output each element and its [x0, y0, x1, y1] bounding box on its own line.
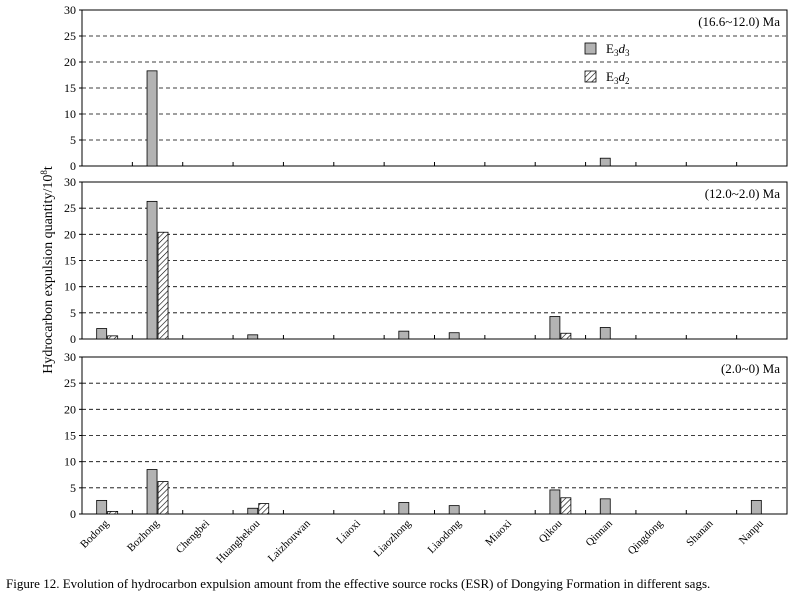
bar-e3d3-huanghekou [247, 507, 259, 515]
y-tick-label: 30 [64, 3, 76, 17]
period-label: (16.6~12.0) Ma [698, 14, 780, 29]
bar-e3d3-nanpu [750, 499, 762, 515]
y-tick-label: 20 [64, 402, 76, 416]
x-tick-label-bodong: Bodong [78, 517, 111, 550]
y-tick-label: 15 [64, 81, 76, 95]
panel-2: 0 5 10 15 20 25 30 (12.0~2.0) Ma [64, 175, 788, 346]
y-tick-label: 5 [70, 133, 76, 147]
bar-e3d2-bodong [107, 335, 119, 340]
bar-e3d2-qikou [560, 497, 572, 515]
legend-label-e3d2: E3d2 [606, 69, 629, 86]
period-label: (12.0~2.0) Ma [705, 186, 781, 201]
bar-e3d2-qikou [560, 332, 572, 340]
bar-e3d3-bozhong [146, 70, 158, 167]
y-tick-label: 10 [64, 280, 76, 294]
x-tick-label-laizhouwan: Laizhouwan [266, 517, 313, 564]
y-tick-label: 25 [64, 376, 76, 390]
panel-1: 0 5 10 15 20 25 30 (16.6~12.0) Ma E3d3 E3d2 [64, 3, 788, 173]
y-tick-label: 10 [64, 107, 76, 121]
x-tick-label-liaoxi: Liaoxi [334, 518, 363, 547]
y-tick-label: 15 [64, 429, 76, 443]
legend-swatch-e3d2 [584, 70, 597, 83]
x-tick-label-qikou: Qikou [537, 517, 565, 545]
y-tick-label: 10 [64, 455, 76, 469]
y-tick-label: 0 [70, 507, 76, 521]
bar-e3d2-bodong [107, 510, 119, 515]
x-tick-label-chengbei: Chengbei [174, 518, 212, 556]
x-tick-label-miaoxi: Miaoxi [483, 518, 514, 549]
y-tick-label: 30 [64, 350, 76, 364]
x-tick-label-shanan: Shanan [684, 517, 716, 549]
bar-e3d2-huanghekou [258, 503, 270, 515]
bar-e3d3-bozhong [146, 200, 158, 340]
y-tick-label: 20 [64, 55, 76, 69]
bar-e3d3-huanghekou [247, 334, 259, 340]
bar-e3d3-liaozhong [398, 330, 410, 340]
bar-e3d3-liaodong [448, 332, 460, 340]
y-tick-label: 20 [64, 227, 76, 241]
y-tick-label: 30 [64, 175, 76, 189]
y-tick-label: 25 [64, 201, 76, 215]
bar-e3d2-bozhong [157, 231, 169, 340]
figure-caption: Figure 12. Evolution of hydrocarbon expu… [6, 576, 710, 591]
bar-e3d3-qinnan [599, 327, 611, 340]
y-tick-label: 5 [70, 481, 76, 495]
y-tick-label: 0 [70, 159, 76, 173]
bar-e3d3-qinnan [599, 157, 611, 167]
x-tick-label-liaozhong: Liaozhong [372, 517, 414, 559]
y-tick-label: 0 [70, 332, 76, 346]
bar-e3d3-liaodong [448, 505, 460, 515]
x-tick-label-nanpu: Nanpu [737, 517, 767, 547]
period-label: (2.0~0) Ma [721, 361, 780, 376]
bar-e3d3-bozhong [146, 469, 158, 515]
legend: E3d3 E3d2 [584, 41, 630, 86]
y-tick-label: 15 [64, 254, 76, 268]
bar-e3d3-bodong [96, 499, 108, 515]
bar-e3d3-qinnan [599, 498, 611, 515]
bar-e3d2-bozhong [157, 481, 169, 515]
bar-e3d3-bodong [96, 328, 108, 340]
bar-e3d3-qikou [549, 316, 561, 340]
legend-label-e3d3: E3d3 [606, 41, 630, 58]
y-tick-label: 5 [70, 306, 76, 320]
x-tick-label-bozhong: Bozhong [125, 517, 162, 554]
bar-e3d3-liaozhong [398, 502, 410, 515]
y-tick-label: 25 [64, 29, 76, 43]
x-tick-label-qinnan: Qinnan [583, 517, 615, 549]
legend-swatch-e3d3 [584, 42, 597, 55]
chart-panels: 0 5 10 15 20 25 30 (16.6~12.0) Ma E3d3 E3d2 0 5 10 15… [64, 3, 788, 566]
x-tick-label-liaodong: Liaodong [425, 517, 464, 556]
y-axis-label: Hydrocarbon expulsion quantity/108t [39, 166, 56, 374]
bar-e3d3-qikou [549, 489, 561, 515]
panel-3: 0 5 10 15 20 25 30 (2.0~0) Ma [64, 350, 788, 521]
x-tick-label-huanghekou: Huanghekou [214, 517, 263, 566]
x-tick-label-qingdong: Qingdong [626, 517, 666, 557]
